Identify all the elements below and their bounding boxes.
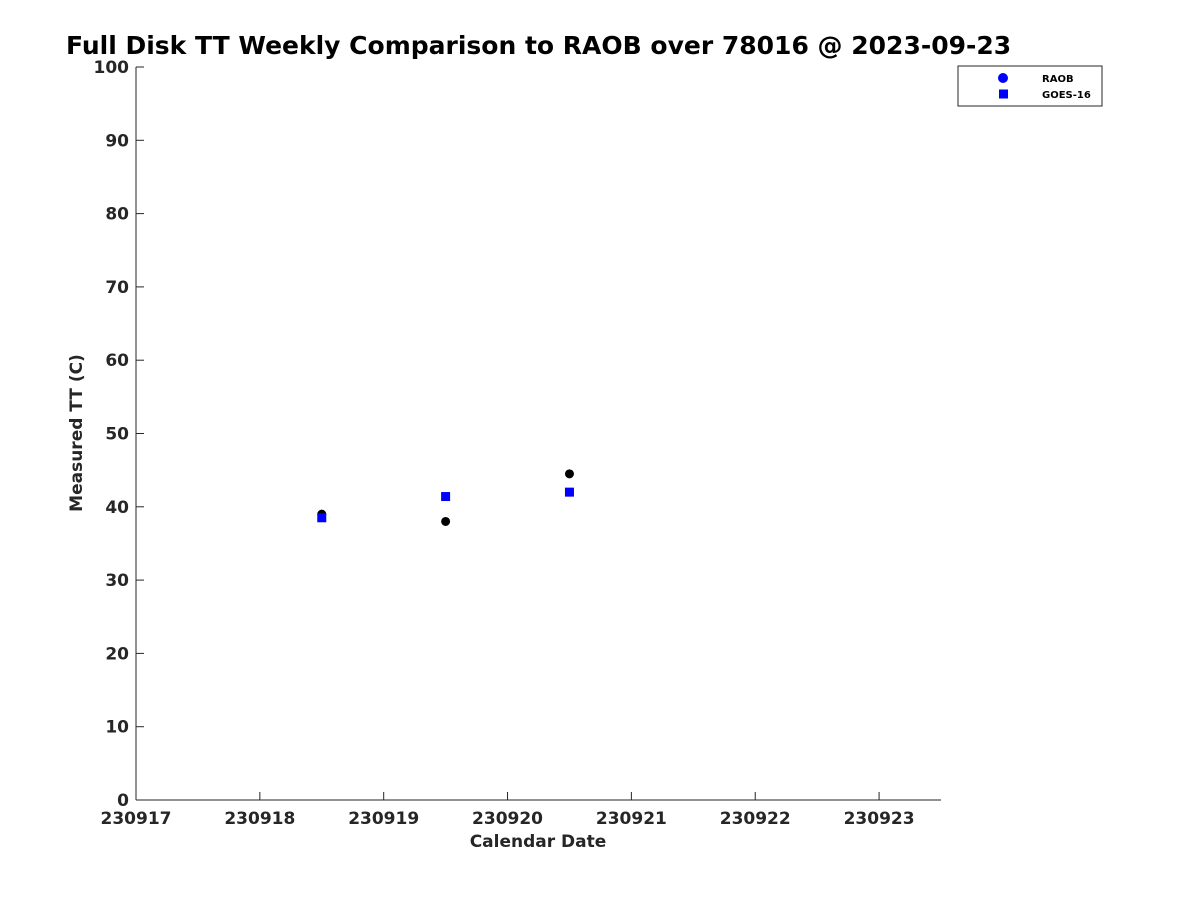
y-tick-label: 20 bbox=[105, 644, 129, 664]
goes-16-point bbox=[441, 492, 451, 502]
x-tick-label: 230919 bbox=[348, 809, 419, 829]
chart-title: Full Disk TT Weekly Comparison to RAOB o… bbox=[66, 31, 1011, 60]
y-tick-label: 80 bbox=[105, 205, 129, 225]
data-points bbox=[317, 469, 574, 526]
x-tick-label: 230922 bbox=[720, 809, 791, 829]
raob-point bbox=[564, 469, 574, 479]
legend-raob-label: RAOB bbox=[1042, 74, 1074, 85]
y-tick-label: 0 bbox=[117, 791, 129, 811]
x-tick-label: 230921 bbox=[596, 809, 667, 829]
y-tick-label: 100 bbox=[94, 58, 130, 78]
y-axis-label: Measured TT (C) bbox=[67, 354, 87, 512]
goes-16-point bbox=[317, 513, 327, 523]
x-tick-label: 230918 bbox=[224, 809, 295, 829]
legend-goes-16-marker bbox=[999, 89, 1008, 99]
y-tick-label: 50 bbox=[105, 425, 129, 445]
y-tick-label: 90 bbox=[105, 131, 129, 151]
x-axis-label: Calendar Date bbox=[470, 832, 607, 852]
raob-point bbox=[441, 516, 451, 526]
x-tick-label: 230917 bbox=[101, 809, 172, 829]
goes-16-point bbox=[564, 487, 574, 497]
y-tick-label: 60 bbox=[105, 351, 129, 371]
y-axis-ticks: 0 10 20 30 40 50 60 70 80 90 100 bbox=[94, 58, 144, 811]
y-tick-label: 70 bbox=[105, 278, 129, 298]
y-tick-label: 10 bbox=[105, 718, 129, 738]
x-tick-label: 230923 bbox=[844, 809, 915, 829]
x-axis-ticks: 230917 230918 230919 230920 230921 230922 2309… bbox=[101, 792, 915, 829]
legend-entries: RAOB GOES-16 bbox=[998, 73, 1091, 101]
x-tick-label: 230920 bbox=[472, 809, 543, 829]
legend-goes-16-label: GOES-16 bbox=[1042, 90, 1091, 101]
legend-raob-marker bbox=[998, 73, 1008, 83]
legend: RAOB GOES-16 bbox=[957, 65, 1103, 107]
y-tick-label: 30 bbox=[105, 571, 129, 591]
y-tick-label: 40 bbox=[105, 498, 129, 518]
legend-box bbox=[957, 65, 1103, 107]
